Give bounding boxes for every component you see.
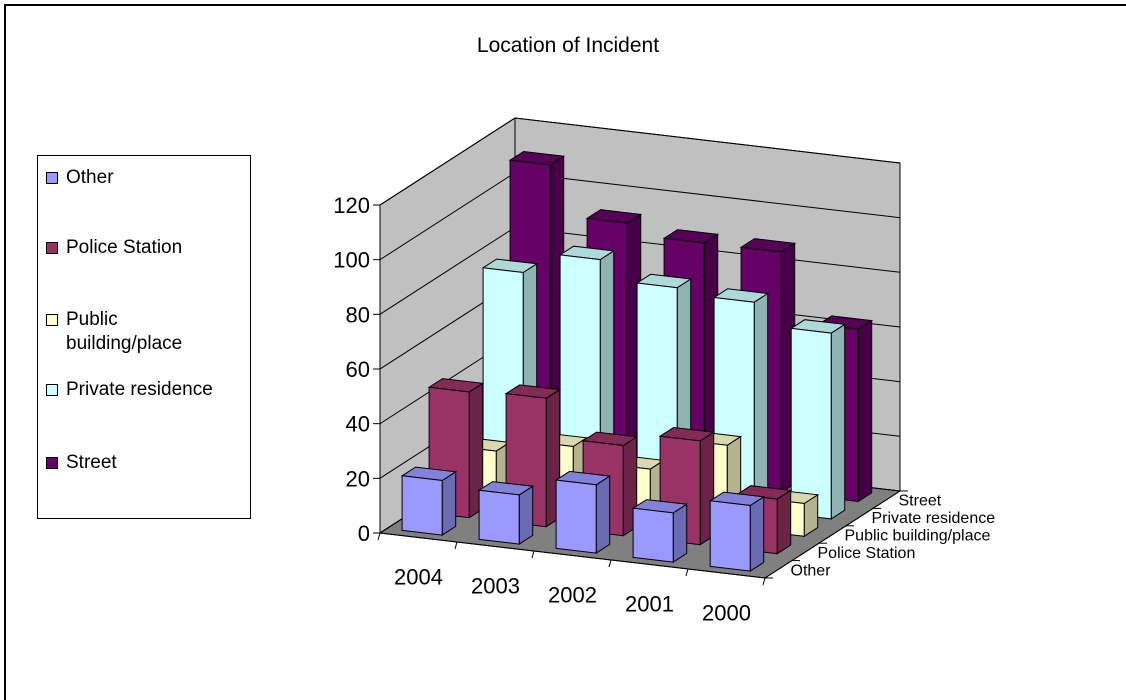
bar-other-2004	[400, 466, 458, 537]
legend-swatch	[46, 172, 58, 184]
x-tick	[685, 568, 689, 577]
bar-front	[632, 507, 674, 563]
depth-tick-label: Street	[899, 493, 942, 510]
bar-private-residence-2003	[558, 245, 616, 493]
bar-private-residence-2000	[789, 319, 847, 520]
x-tick	[454, 541, 458, 550]
bar-side	[776, 489, 792, 555]
depth-tick-label: Public building/place	[845, 528, 991, 545]
legend-item-public-building-place: Public building/place	[46, 308, 186, 356]
bar-front	[401, 475, 443, 536]
x-tick-label: 2003	[471, 574, 520, 599]
x-tick-label: 2001	[625, 592, 674, 617]
legend-item-police-station: Police Station	[46, 236, 182, 260]
bar-side	[595, 475, 611, 555]
depth-tick-label: Private residence	[872, 510, 996, 527]
bar-other-2002	[554, 470, 612, 555]
bar-front	[478, 489, 520, 545]
gridline	[379, 117, 901, 206]
y-tick-label: 60	[346, 357, 370, 382]
x-tick-label: 2000	[702, 601, 751, 626]
legend-label: Police Station	[66, 237, 183, 258]
bar-side	[518, 485, 534, 546]
legend-label: Private residence	[66, 379, 213, 400]
legend-label: Street	[66, 452, 117, 473]
depth-tick-label: Other	[791, 562, 832, 579]
bar-front	[709, 500, 751, 572]
x-tick	[377, 532, 381, 541]
legend-item-private-residence: Private residence	[46, 378, 213, 402]
bar-side	[753, 292, 769, 511]
legend-swatch	[46, 314, 58, 326]
bar-side	[441, 470, 457, 537]
bar-side	[749, 495, 765, 573]
bar-side	[857, 319, 873, 503]
legend-label: Other	[66, 167, 114, 188]
chart-frame	[4, 4, 1126, 700]
x-tick	[608, 559, 612, 568]
bar-side	[830, 323, 846, 520]
bar-front	[555, 479, 597, 554]
x-tick	[531, 550, 535, 559]
depth-axis-line	[764, 490, 901, 579]
bar-other-2003	[477, 481, 535, 546]
y-tick-label: 40	[346, 412, 370, 437]
y-tick-label: 0	[358, 521, 370, 546]
bar-side	[672, 503, 688, 564]
bar-front	[790, 327, 832, 520]
legend-swatch	[46, 242, 58, 254]
y-tick-label: 100	[333, 248, 370, 273]
legend-swatch	[46, 457, 58, 469]
x-axis-line	[379, 532, 766, 579]
y-tick-label: 20	[346, 466, 370, 491]
legend-label: Public building/place	[66, 309, 183, 354]
chart-title: Location of Incident	[477, 34, 659, 57]
x-tick	[762, 577, 766, 586]
bar-police-station-2001	[658, 426, 716, 546]
x-tick-label: 2002	[548, 583, 597, 608]
depth-tick-label: Police Station	[818, 545, 916, 562]
legend: Other Police Station Public building/place…	[37, 155, 251, 519]
legend-swatch	[46, 384, 58, 396]
y-tick-label: 120	[333, 193, 370, 218]
x-tick-label: 2004	[394, 565, 443, 590]
legend-item-street: Street	[46, 451, 117, 475]
bar-other-2000	[708, 491, 766, 573]
y-tick-label: 80	[346, 302, 370, 327]
legend-item-other: Other	[46, 166, 114, 190]
bar-other-2001	[631, 499, 689, 564]
